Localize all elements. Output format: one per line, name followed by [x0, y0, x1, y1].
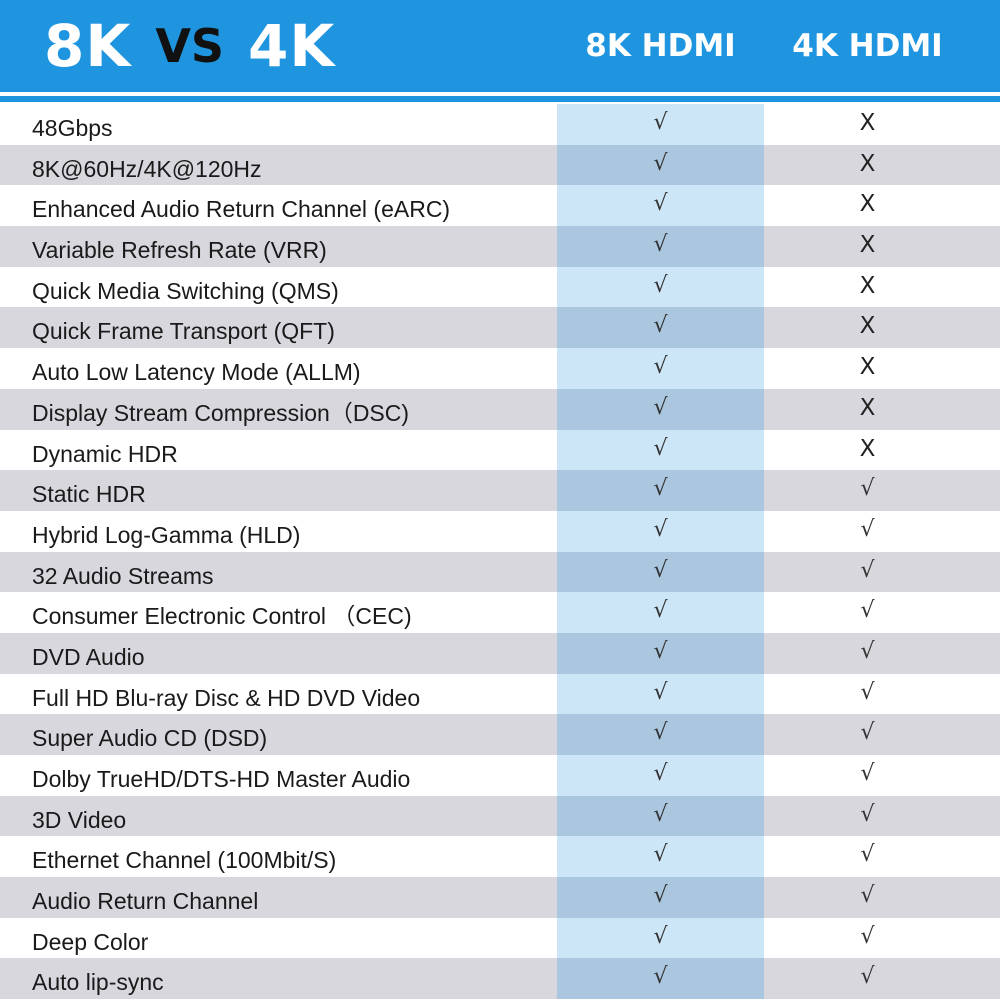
table-row: Dynamic HDR √ X — [0, 429, 1000, 471]
hdmi-4k-support-mark: √ — [860, 476, 875, 502]
feature-label: 48Gbps — [32, 115, 113, 141]
column-header-8k-hdmi: 8K HDMI — [585, 28, 736, 64]
table-row: Auto Low Latency Mode (ALLM) √ X — [0, 348, 1000, 389]
hdmi-8k-support-mark: √ — [557, 592, 764, 633]
feature-label: Deep Color — [32, 928, 149, 955]
hdmi-8k-support-mark: √ — [557, 917, 764, 959]
table-row: 3D Video √ √ — [0, 795, 1000, 837]
feature-label: Quick Media Switching (QMS) — [32, 277, 339, 304]
hdmi-8k-support-mark: √ — [557, 714, 764, 755]
header-bar: 8K VS 4K 8K HDMI 4K HDMI — [0, 0, 1000, 92]
feature-label: Dynamic HDR — [32, 440, 178, 467]
title-vs: VS — [155, 19, 225, 73]
hdmi-8k-support-mark: √ — [557, 632, 764, 674]
feature-label: Display Stream Compression（DSC) — [32, 399, 410, 426]
table-row: Hybrid Log-Gamma (HLD) √ √ — [0, 510, 1000, 552]
feature-label: Audio Return Channel — [32, 888, 259, 915]
column-header-4k-hdmi: 4K HDMI — [792, 28, 943, 64]
table-row: Super Audio CD (DSD) √ √ — [0, 714, 1000, 755]
title-4k: 4K — [248, 12, 336, 80]
feature-label: Enhanced Audio Return Channel (eARC) — [32, 196, 451, 223]
table-row: Consumer Electronic Control （CEC) √ √ — [0, 592, 1000, 633]
feature-label: Dolby TrueHD/DTS-HD Master Audio — [32, 766, 411, 792]
hdmi-4k-support-mark: √ — [860, 557, 875, 583]
hdmi-4k-support-mark: √ — [860, 923, 875, 949]
hdmi-8k-support-mark: √ — [557, 104, 764, 145]
table-row: 8K@60Hz/4K@120Hz √ X — [0, 144, 1000, 186]
hdmi-4k-support-mark: X — [859, 110, 876, 136]
table-row: Audio Return Channel √ √ — [0, 877, 1000, 918]
hdmi-4k-support-mark: X — [859, 313, 876, 340]
feature-label: Super Audio CD (DSD) — [32, 725, 268, 752]
table-row: Enhanced Audio Return Channel (eARC) √ X — [0, 185, 1000, 227]
feature-label: Auto lip-sync — [32, 969, 164, 996]
table-row: 48Gbps √ X — [0, 104, 1000, 145]
header-divider — [0, 96, 1000, 102]
feature-label: Variable Refresh Rate (VRR) — [32, 237, 327, 264]
hdmi-4k-support-mark: X — [859, 150, 876, 177]
feature-label: Quick Frame Transport (QFT) — [32, 318, 335, 345]
hdmi-4k-support-mark: √ — [860, 679, 875, 705]
hdmi-8k-support-mark: √ — [557, 266, 764, 308]
table-row: Quick Frame Transport (QFT) √ X — [0, 307, 1000, 349]
table-row: Auto lip-sync √ √ — [0, 958, 1000, 1000]
table-row: 32 Audio Streams √ √ — [0, 551, 1000, 593]
feature-label: DVD Audio — [32, 643, 145, 670]
hdmi-4k-support-mark: √ — [860, 598, 875, 624]
hdmi-4k-support-mark: √ — [860, 964, 875, 990]
table-row: Variable Refresh Rate (VRR) √ X — [0, 226, 1000, 267]
feature-label: Hybrid Log-Gamma (HLD) — [32, 521, 301, 548]
feature-label: Ethernet Channel (100Mbit/S) — [32, 847, 337, 874]
hdmi-4k-support-mark: √ — [860, 516, 875, 542]
table-row: Quick Media Switching (QMS) √ X — [0, 266, 1000, 308]
hdmi-4k-support-mark: X — [859, 191, 876, 218]
table-row: Display Stream Compression（DSC) √ X — [0, 388, 1000, 430]
hdmi-4k-support-mark: √ — [860, 842, 875, 868]
hdmi-8k-support-mark: √ — [557, 307, 764, 349]
hdmi-8k-support-mark: √ — [557, 185, 764, 227]
feature-label: Full HD Blu-ray Disc & HD DVD Video — [32, 684, 421, 711]
feature-label: 32 Audio Streams — [32, 562, 214, 589]
feature-label: Consumer Electronic Control （CEC) — [32, 603, 412, 630]
comparison-table: 48Gbps √ X 8K@60Hz/4K@120Hz √ X Enhanced Audio… — [0, 104, 1000, 1000]
hdmi-4k-support-mark: √ — [860, 638, 875, 664]
hdmi-4k-support-mark: X — [859, 232, 876, 259]
hdmi-8k-support-mark: √ — [557, 836, 764, 878]
hdmi-4k-support-mark: X — [859, 394, 876, 421]
hdmi-8k-support-mark: √ — [557, 226, 764, 267]
table-row: Static HDR √ √ — [0, 470, 1000, 511]
hdmi-8k-support-mark: √ — [557, 673, 764, 715]
feature-label: 8K@60Hz/4K@120Hz — [32, 155, 262, 182]
hdmi-4k-support-mark: √ — [860, 801, 875, 827]
hdmi-8k-support-mark: √ — [557, 510, 764, 552]
table-row: Deep Color √ √ — [0, 917, 1000, 959]
page-title: 8K VS 4K — [44, 6, 335, 86]
feature-label: 3D Video — [32, 806, 127, 833]
hdmi-4k-support-mark: X — [859, 354, 876, 381]
hdmi-8k-support-mark: √ — [557, 958, 764, 1000]
hdmi-8k-support-mark: √ — [557, 795, 764, 837]
hdmi-4k-support-mark: X — [859, 435, 876, 462]
hdmi-8k-support-mark: √ — [557, 551, 764, 593]
table-row: Ethernet Channel (100Mbit/S) √ √ — [0, 836, 1000, 878]
hdmi-8k-support-mark: √ — [557, 429, 764, 471]
hdmi-4k-support-mark: X — [859, 272, 876, 299]
title-8k: 8K — [44, 12, 132, 80]
hdmi-4k-support-mark: √ — [860, 761, 875, 786]
feature-label: Auto Low Latency Mode (ALLM) — [32, 359, 361, 386]
table-row: Dolby TrueHD/DTS-HD Master Audio √ √ — [0, 755, 1000, 796]
table-row: DVD Audio √ √ — [0, 632, 1000, 674]
table-row: Full HD Blu-ray Disc & HD DVD Video √ √ — [0, 673, 1000, 715]
hdmi-8k-support-mark: √ — [557, 877, 764, 918]
hdmi-8k-support-mark: √ — [557, 755, 764, 796]
hdmi-4k-support-mark: √ — [860, 720, 875, 746]
hdmi-8k-support-mark: √ — [557, 144, 764, 186]
hdmi-8k-support-mark: √ — [557, 470, 764, 511]
hdmi-8k-support-mark: √ — [557, 388, 764, 430]
hdmi-8k-support-mark: √ — [557, 348, 764, 389]
hdmi-4k-support-mark: √ — [860, 883, 875, 909]
feature-label: Static HDR — [32, 481, 146, 508]
